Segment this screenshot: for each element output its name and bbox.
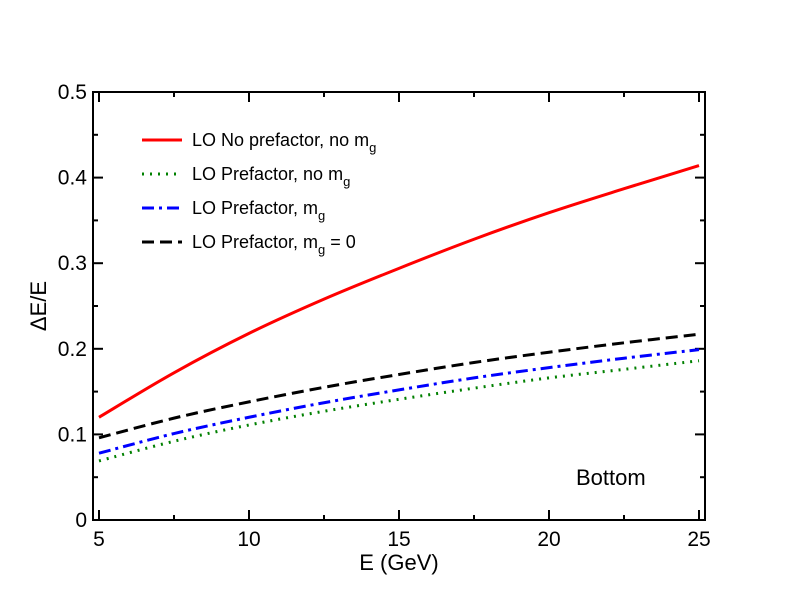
series-lines bbox=[98, 164, 700, 463]
y-axis-label: ΔE/E bbox=[26, 281, 51, 331]
axis-ticks: 5 10 15 20 25 0 0.1 0.2 0.3 0.4 0.5 bbox=[58, 81, 711, 551]
legend-label-0: LO No prefactor, no mg bbox=[192, 130, 376, 155]
y-tick-label: 0.4 bbox=[58, 167, 88, 190]
y-tick-label: 0 bbox=[75, 509, 87, 532]
plot-frame bbox=[92, 91, 706, 521]
legend-label-2: LO Prefactor, mg bbox=[192, 198, 325, 223]
series-line-3 bbox=[98, 332, 700, 440]
y-tick-label: 0.2 bbox=[58, 338, 87, 361]
x-tick-label: 20 bbox=[537, 528, 560, 551]
x-tick-label: 10 bbox=[237, 528, 260, 551]
annotation-bottom: Bottom bbox=[576, 465, 646, 490]
series-line-0 bbox=[98, 164, 700, 419]
x-tick-label: 15 bbox=[387, 528, 410, 551]
x-tick-label: 25 bbox=[687, 528, 710, 551]
y-tick-label: 0.3 bbox=[58, 252, 87, 275]
x-axis-label: E (GeV) bbox=[359, 550, 438, 575]
legend: LO No prefactor, no mg LO Prefactor, no m… bbox=[142, 130, 376, 257]
y-tick-label: 0.5 bbox=[58, 81, 87, 104]
x-tick-label: 5 bbox=[93, 528, 105, 551]
series-line-2 bbox=[98, 348, 700, 455]
legend-label-3: LO Prefactor, mg = 0 bbox=[192, 232, 356, 257]
y-tick-label: 0.1 bbox=[58, 423, 87, 446]
legend-label-1: LO Prefactor, no mg bbox=[192, 164, 350, 189]
